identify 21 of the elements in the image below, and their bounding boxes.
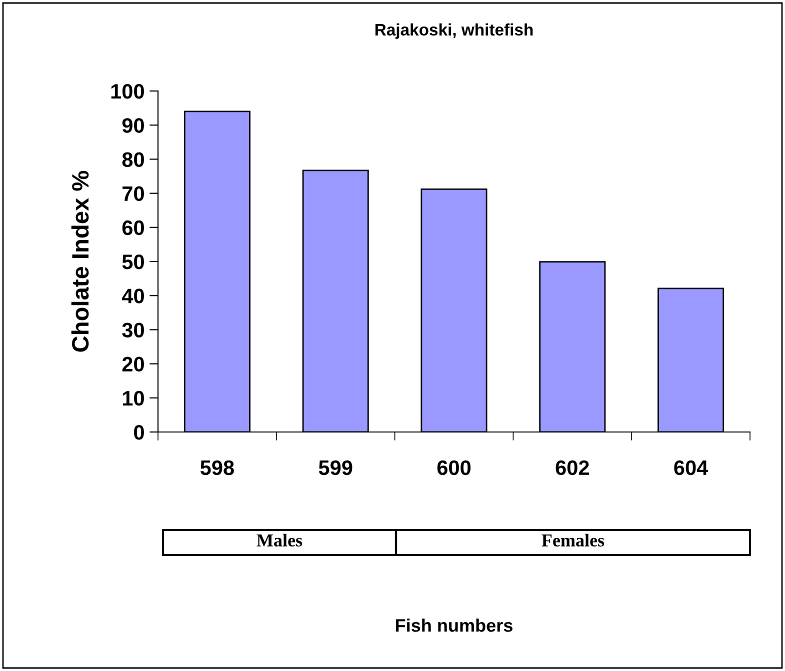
text: Fish numbers: [396, 618, 512, 632]
x-tick-label: 604: [674, 460, 708, 476]
y-tick-label: 20: [122, 356, 144, 372]
y-tick-label: 100: [111, 84, 144, 99]
y-tick-label: 40: [122, 288, 144, 304]
text: Males: [256, 534, 302, 547]
x-tick-label: 600: [437, 460, 471, 476]
text: Females: [542, 534, 604, 547]
chart-title: Rajakoski, whitefish: [375, 23, 533, 39]
y-tick-label: 80: [122, 152, 144, 167]
y-tick-label: 70: [122, 186, 144, 202]
y-tick-label: 10: [122, 390, 144, 406]
y-tick-label: 50: [122, 254, 144, 270]
y-tick-label: 0: [134, 425, 144, 440]
y-tick-label: 30: [122, 322, 144, 338]
y-axis-title: Cholate Index %: [71, 170, 89, 352]
x-tick-label: 598: [200, 460, 234, 476]
x-tick-label: 599: [318, 460, 352, 476]
y-tick-label: 60: [122, 220, 144, 236]
y-tick-label: 90: [122, 118, 144, 133]
x-tick-label: 602: [556, 460, 589, 476]
